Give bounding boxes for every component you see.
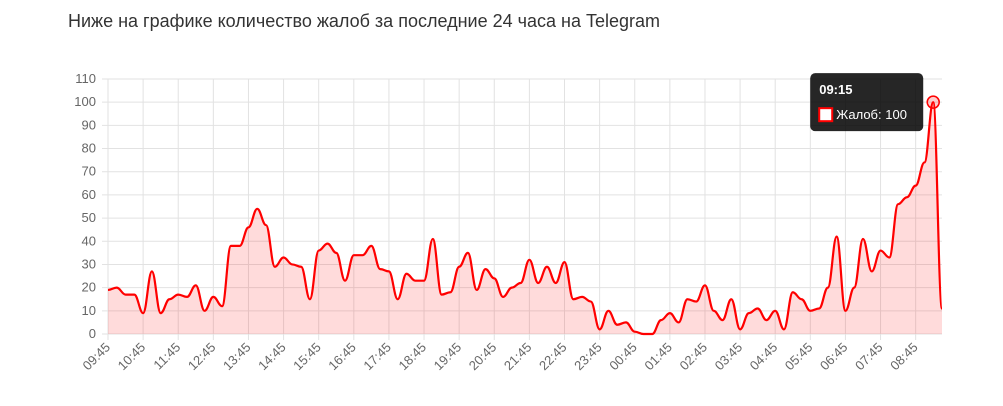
x-tick-label: 09:45 bbox=[80, 340, 114, 374]
x-tick-label: 21:45 bbox=[501, 340, 535, 374]
x-tick-label: 22:45 bbox=[536, 340, 570, 374]
tooltip-label: Жалоб: 100 bbox=[836, 107, 907, 122]
y-tick-label: 80 bbox=[82, 141, 96, 156]
x-tick-label: 20:45 bbox=[466, 340, 500, 374]
x-tick-label: 18:45 bbox=[396, 340, 430, 374]
x-tick-label: 19:45 bbox=[431, 340, 465, 374]
y-tick-label: 110 bbox=[75, 71, 96, 86]
line bbox=[107, 101, 944, 336]
x-tick-label: 23:45 bbox=[571, 340, 605, 374]
x-tick-label: 04:45 bbox=[747, 340, 781, 374]
x-tick-label: 07:45 bbox=[852, 340, 886, 374]
x-tick-label: 16:45 bbox=[325, 340, 359, 374]
y-tick-label: 30 bbox=[82, 256, 96, 271]
y-tick-label: 70 bbox=[82, 164, 96, 179]
x-tick-label: 10:45 bbox=[115, 340, 149, 374]
tooltip-swatch bbox=[818, 107, 834, 123]
y-tick-label: 40 bbox=[82, 233, 96, 248]
chart-title: Ниже на графике количество жалоб за посл… bbox=[68, 11, 660, 31]
y-tick-label: 20 bbox=[82, 280, 96, 295]
y-tick-label: 0 bbox=[89, 326, 96, 341]
y-tick-label: 60 bbox=[82, 187, 96, 202]
x-tick-label: 12:45 bbox=[185, 340, 219, 374]
x-tick-label: 14:45 bbox=[255, 340, 289, 374]
x-tick-label: 06:45 bbox=[817, 340, 851, 374]
x-tick-label: 13:45 bbox=[220, 340, 254, 374]
x-tick-label: 08:45 bbox=[887, 340, 921, 374]
y-tick-label: 10 bbox=[82, 303, 96, 318]
tooltip-title: 09:15 bbox=[819, 82, 852, 97]
x-tick-label: 05:45 bbox=[782, 340, 816, 374]
highlight-point bbox=[926, 95, 940, 109]
area bbox=[108, 102, 942, 334]
x-tick-label: 02:45 bbox=[676, 340, 710, 374]
y-tick-label: 100 bbox=[74, 94, 96, 109]
x-tick-label: 15:45 bbox=[290, 340, 324, 374]
x-tick-label: 03:45 bbox=[712, 340, 746, 374]
x-tick-label: 01:45 bbox=[641, 340, 675, 374]
x-tick-label: 11:45 bbox=[150, 340, 183, 373]
tooltip-box bbox=[810, 73, 924, 132]
y-tick-label: 50 bbox=[82, 210, 96, 225]
x-tick-label: 00:45 bbox=[606, 340, 640, 374]
y-tick-label: 90 bbox=[82, 117, 96, 132]
x-tick-label: 17:45 bbox=[360, 340, 394, 374]
